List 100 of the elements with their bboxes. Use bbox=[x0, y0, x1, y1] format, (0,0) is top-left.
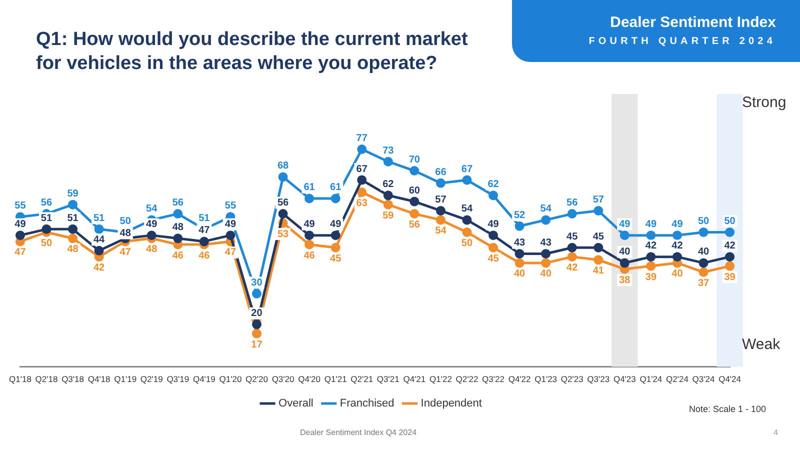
data-label: 50 bbox=[40, 238, 52, 249]
x-tick-label: Q2'23 bbox=[560, 374, 584, 384]
data-label: 42 bbox=[93, 262, 106, 274]
data-label: 57 bbox=[592, 194, 604, 206]
data-label: 48 bbox=[67, 244, 79, 256]
data-label: 48 bbox=[146, 244, 158, 256]
data-label: 52 bbox=[514, 210, 526, 221]
data-label: 43 bbox=[514, 238, 526, 248]
data-label: 54 bbox=[435, 226, 447, 237]
data-label: 46 bbox=[198, 250, 210, 262]
data-label: 51 bbox=[40, 212, 52, 224]
data-label: 56 bbox=[408, 220, 420, 231]
data-label: 51 bbox=[93, 212, 106, 224]
data-label: 37 bbox=[698, 278, 710, 289]
data-label: 60 bbox=[408, 185, 420, 196]
data-label: 55 bbox=[224, 200, 236, 212]
x-tick-label: Q2'21 bbox=[350, 374, 374, 384]
x-tick-label: Q2'20 bbox=[246, 374, 268, 384]
x-tick-label: Q4'21 bbox=[403, 374, 426, 384]
x-tick-label: Q2'22 bbox=[456, 374, 478, 384]
chart-title: Q1: How would you describe the current market for vehicles in the areas where you operate? bbox=[36, 28, 469, 76]
x-tick-label: Q3'18 bbox=[62, 374, 84, 384]
data-label: 61 bbox=[304, 182, 316, 194]
x-tick-label: Q4'22 bbox=[508, 374, 532, 384]
data-label: 42 bbox=[672, 240, 684, 252]
data-label: 54 bbox=[146, 204, 158, 215]
data-label: 68 bbox=[277, 160, 290, 172]
data-label: 40 bbox=[619, 246, 631, 258]
data-label: 56 bbox=[277, 198, 290, 209]
x-tick-label: Q4'18 bbox=[88, 374, 111, 384]
x-tick-label: Q4'19 bbox=[192, 374, 216, 384]
data-label: 49 bbox=[330, 219, 342, 230]
data-label: 47 bbox=[14, 247, 26, 258]
data-label: 73 bbox=[382, 145, 394, 156]
data-label: 77 bbox=[356, 133, 368, 144]
data-label: 67 bbox=[461, 164, 473, 175]
x-tick-label: Q3'22 bbox=[482, 374, 505, 384]
x-tick-label: Q4'23 bbox=[613, 374, 636, 384]
data-label: 49 bbox=[619, 219, 631, 230]
data-label: 54 bbox=[461, 204, 473, 215]
text: Dealer Sentiment Index bbox=[610, 14, 776, 31]
data-label: 46 bbox=[172, 250, 184, 262]
data-label: 57 bbox=[435, 194, 447, 206]
data-label: 39 bbox=[645, 272, 657, 283]
x-tick-label: Q4'20 bbox=[298, 374, 321, 384]
data-label: 46 bbox=[304, 250, 316, 262]
data-label: 42 bbox=[645, 240, 657, 252]
data-label: 17 bbox=[251, 339, 263, 350]
data-label: 39 bbox=[724, 272, 736, 283]
data-label: 61 bbox=[330, 182, 342, 194]
data-label: 40 bbox=[540, 268, 552, 280]
data-label: 40 bbox=[514, 268, 526, 280]
x-tick-label: Q3'21 bbox=[376, 374, 400, 384]
data-label: 47 bbox=[224, 247, 236, 258]
data-label: 47 bbox=[198, 225, 210, 236]
data-label: 56 bbox=[172, 198, 184, 209]
data-label: 50 bbox=[724, 216, 736, 227]
x-tick-label: Q2'18 bbox=[35, 374, 58, 384]
data-label: 59 bbox=[382, 210, 394, 222]
data-label: 20 bbox=[251, 308, 263, 320]
text: FOURTH QUARTER 2024 bbox=[588, 36, 776, 47]
data-label: 40 bbox=[698, 246, 710, 258]
data-label: 49 bbox=[645, 219, 657, 230]
data-label: 45 bbox=[330, 253, 342, 264]
data-label: 49 bbox=[672, 219, 684, 230]
data-label: 55 bbox=[14, 200, 26, 212]
data-label: 70 bbox=[408, 154, 420, 166]
data-label: 66 bbox=[435, 166, 447, 178]
legend-label: Independent bbox=[420, 398, 482, 410]
data-label: 56 bbox=[40, 198, 52, 209]
x-tick-label: Q1'23 bbox=[534, 374, 558, 384]
data-label: 54 bbox=[540, 204, 552, 215]
x-tick-label: Q1'21 bbox=[324, 374, 348, 384]
x-tick-label: Q1'18 bbox=[8, 374, 32, 384]
x-tick-label: Q2'24 bbox=[666, 374, 689, 384]
data-label: 42 bbox=[566, 262, 578, 274]
data-label: 51 bbox=[198, 212, 210, 224]
data-label: 59 bbox=[67, 188, 79, 200]
data-label: 40 bbox=[672, 268, 684, 280]
data-label: 48 bbox=[120, 228, 132, 239]
data-label: 30 bbox=[251, 277, 263, 288]
data-label: 50 bbox=[120, 216, 132, 227]
x-tick-label: Q3'24 bbox=[692, 374, 715, 384]
data-label: 49 bbox=[146, 219, 158, 230]
data-label: 49 bbox=[304, 219, 316, 230]
data-label: 43 bbox=[540, 238, 552, 248]
x-tick-label: Q3'20 bbox=[272, 374, 294, 384]
x-tick-label: Q2'19 bbox=[140, 374, 164, 384]
text: Strong bbox=[742, 94, 786, 111]
data-label: 42 bbox=[724, 240, 736, 252]
x-tick-label: Q3'19 bbox=[166, 374, 190, 384]
legend-label: Franchised bbox=[340, 398, 394, 410]
data-label: 63 bbox=[356, 198, 368, 210]
data-label: 45 bbox=[566, 231, 578, 242]
text: Weak bbox=[742, 336, 780, 353]
text: Note: Scale 1 - 100 bbox=[688, 404, 766, 414]
data-label: 51 bbox=[67, 212, 79, 224]
data-label: 53 bbox=[277, 228, 290, 240]
data-label: 56 bbox=[566, 198, 578, 209]
data-label: 67 bbox=[356, 164, 368, 175]
